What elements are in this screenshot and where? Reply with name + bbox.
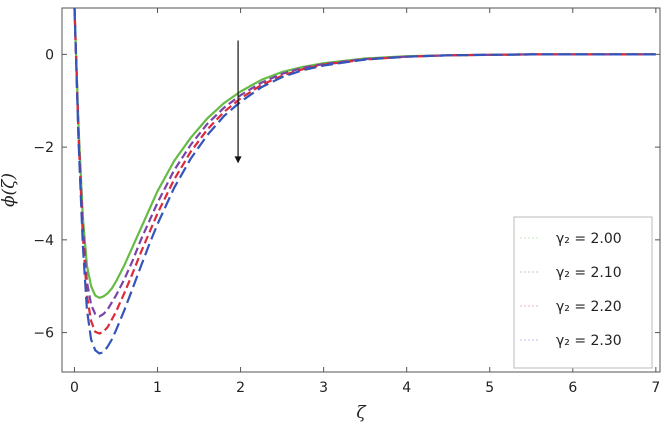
y-tick-label-1: −2	[33, 140, 54, 156]
annotations	[234, 40, 242, 164]
axis-ticks: 0 1 2 3 4 5 6 7 0 −2 −4 −6	[33, 8, 660, 396]
x-tick-label-2: 2	[236, 380, 245, 396]
y-tick-label-3: −6	[33, 326, 54, 342]
x-tick-label-7: 7	[651, 380, 660, 396]
x-tick-label-4: 4	[402, 380, 411, 396]
legend-items: γ₂ = 2.00 γ₂ = 2.10 γ₂ = 2.20 γ₂ = 2.30	[520, 231, 622, 349]
legend: γ₂ = 2.00 γ₂ = 2.10 γ₂ = 2.20 γ₂ = 2.30	[513, 216, 653, 369]
x-tick-label-0: 0	[70, 380, 79, 396]
legend-label-2: γ₂ = 2.10	[556, 265, 622, 281]
x-tick-label-6: 6	[568, 380, 577, 396]
arrow-head-0	[234, 156, 242, 164]
y-tick-label-0: 0	[45, 47, 54, 63]
legend-label-4: γ₂ = 2.30	[556, 333, 622, 349]
legend-label-1: γ₂ = 2.00	[556, 231, 622, 247]
series-line-4	[73, 7, 656, 355]
x-tick-label-1: 1	[153, 380, 162, 396]
y-axis-label: ϕ(ζ)	[0, 173, 19, 207]
series-group	[73, 7, 656, 355]
legend-label-3: γ₂ = 2.20	[556, 299, 622, 315]
x-tick-label-5: 5	[485, 380, 494, 396]
legend-box	[513, 216, 653, 369]
x-tick-label-3: 3	[319, 380, 328, 396]
x-axis-label: ζ	[356, 403, 367, 423]
plot-frame	[61, 7, 661, 373]
y-tick-label-2: −4	[33, 233, 54, 249]
